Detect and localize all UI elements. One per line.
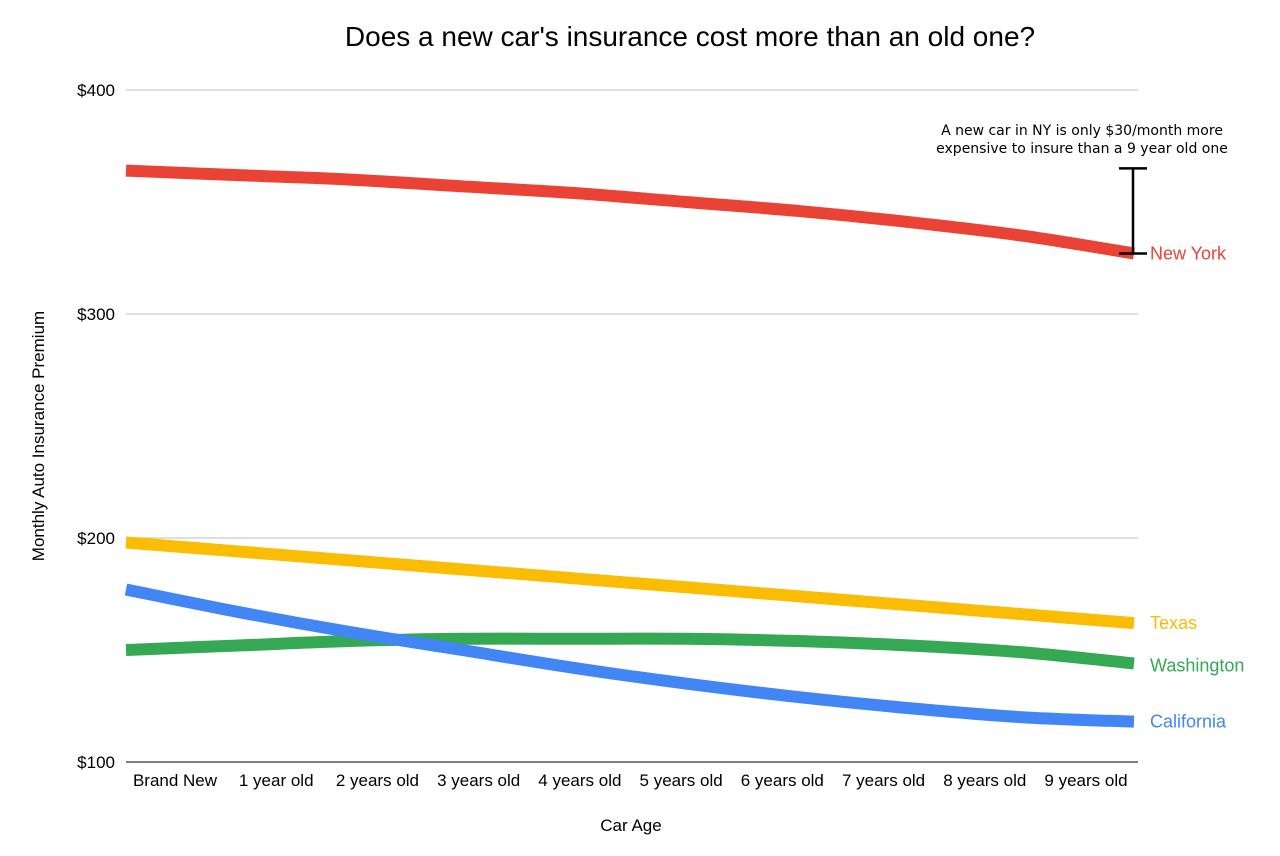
- x-tick-label: 4 years old: [538, 771, 621, 790]
- y-axis-label: Monthly Auto Insurance Premium: [29, 311, 48, 561]
- series-line-new-york: [125, 164, 1135, 260]
- annotation-text-line-2: expensive to insure than a 9 year old on…: [936, 141, 1228, 157]
- series-label-washington: Washington: [1150, 655, 1244, 675]
- x-tick-label: 8 years old: [943, 771, 1026, 790]
- x-tick-label: 6 years old: [741, 771, 824, 790]
- x-tick-label: 1 year old: [239, 771, 314, 790]
- annotation: A new car in NY is only $30/month more ex…: [936, 123, 1228, 255]
- series-labels: New York Texas Washington California: [1150, 244, 1244, 732]
- series-label-new-york: New York: [1150, 244, 1227, 264]
- series-line-california: [124, 583, 1135, 728]
- series-label-california: California: [1150, 712, 1227, 732]
- x-tick-label: 3 years old: [437, 771, 520, 790]
- y-tick-label: $200: [77, 529, 115, 548]
- chart-title: Does a new car's insurance cost more tha…: [345, 21, 1035, 52]
- series-label-texas: Texas: [1150, 613, 1197, 633]
- y-tick-label: $400: [77, 81, 115, 100]
- gridlines: [126, 89, 1138, 763]
- x-tick-label: 9 years old: [1044, 771, 1127, 790]
- y-tick-label: $100: [77, 753, 115, 772]
- x-tick-label: 7 years old: [842, 771, 925, 790]
- x-tick-label: 2 years old: [336, 771, 419, 790]
- y-axis-ticks: $100 $200 $300 $400: [77, 81, 115, 772]
- y-tick-label: $300: [77, 305, 115, 324]
- series-line-washington: [125, 632, 1135, 670]
- x-tick-label: 5 years old: [640, 771, 723, 790]
- series-line-texas: [125, 536, 1135, 630]
- x-axis-label: Car Age: [600, 816, 661, 835]
- annotation-text-line-1: A new car in NY is only $30/month more: [941, 123, 1223, 139]
- series-lines: [124, 164, 1135, 728]
- x-tick-label: Brand New: [133, 771, 218, 790]
- x-axis-ticks: Brand New 1 year old 2 years old 3 years ol…: [133, 771, 1128, 790]
